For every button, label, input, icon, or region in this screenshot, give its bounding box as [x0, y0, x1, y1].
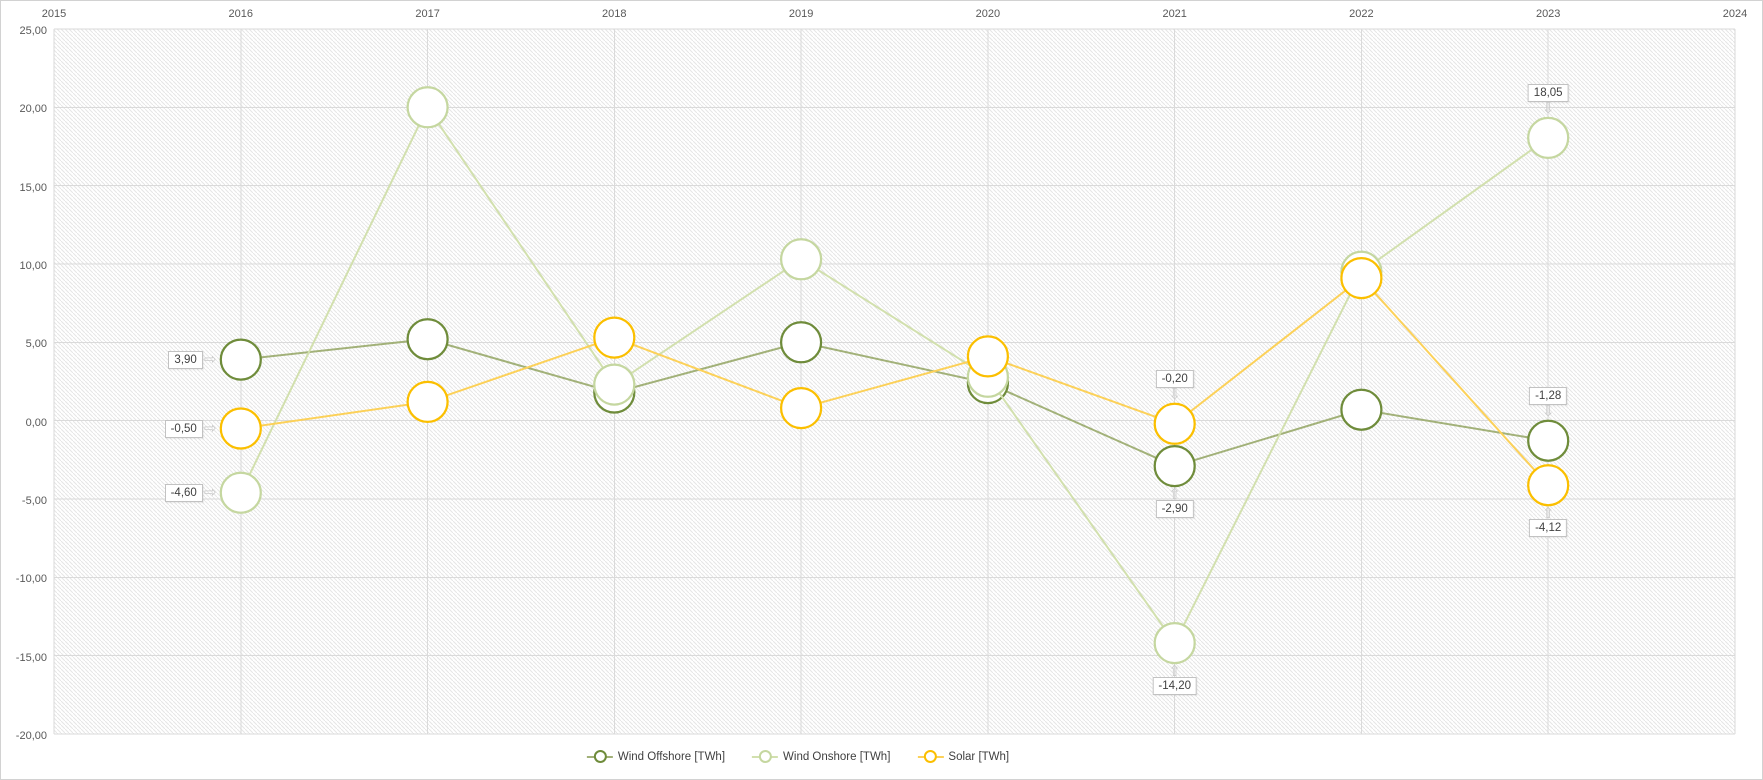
x-tick-label: 2020: [975, 8, 1001, 20]
x-tick-label: 2024: [1722, 8, 1748, 20]
marker-wind-offshore-twh-2022[interactable]: [1340, 388, 1383, 431]
marker-wind-offshore-twh-2016[interactable]: [219, 338, 262, 381]
data-label-solar-twh-2023: ⇧ -4,12: [1529, 504, 1568, 538]
legend: Wind Offshore [TWh] Wind Onshore [TWh] Sol…: [586, 750, 1009, 763]
data-label-box: -14,20: [1152, 677, 1197, 696]
marker-wind-offshore-twh-2023[interactable]: [1527, 419, 1570, 462]
legend-label: Solar [TWh]: [948, 750, 1010, 763]
callout-arrow-down-icon: ⇩: [1541, 98, 1555, 117]
legend-item-wind-onshore-twh[interactable]: Wind Onshore [TWh]: [752, 750, 890, 763]
marker-wind-onshore-twh-2018[interactable]: [593, 363, 636, 406]
data-label-box: -2,90: [1155, 500, 1194, 519]
y-tick-label: 20,00: [19, 103, 47, 116]
x-tick-label: 2018: [602, 8, 627, 20]
marker-solar-twh-2017[interactable]: [406, 380, 449, 424]
y-tick-label: -15,00: [15, 651, 47, 664]
marker-solar-twh-2022[interactable]: [1340, 256, 1383, 300]
callout-arrow-up-icon: ⇧: [1168, 662, 1181, 681]
x-tick-label: 2019: [788, 8, 814, 20]
legend-marker-icon: [917, 750, 944, 763]
y-tick-label: -10,00: [15, 573, 47, 586]
data-label-box: -4,60: [164, 483, 203, 502]
data-label-box: -4,12: [1529, 519, 1568, 538]
legend-circle: [923, 750, 937, 763]
callout-arrow-right-icon: ⇨: [204, 419, 217, 437]
legend-marker-icon: [752, 750, 779, 763]
data-label-box: 18,05: [1527, 83, 1569, 102]
y-tick-label: -5,00: [21, 495, 47, 507]
series-line-wind-offshore-twh[interactable]: [240, 338, 1549, 468]
legend-label: Wind Onshore [TWh]: [783, 750, 891, 763]
marker-solar-twh-2020[interactable]: [966, 335, 1010, 378]
data-label-wind-offshore-twh-2016: 3,90 ⇨: [168, 350, 217, 369]
marker-solar-twh-2018[interactable]: [593, 316, 636, 359]
callout-arrow-right-icon: ⇨: [204, 350, 217, 369]
y-tick-label: 5,00: [25, 338, 47, 351]
data-label-box: -0,50: [164, 419, 203, 438]
marker-wind-onshore-twh-2021[interactable]: [1153, 621, 1196, 665]
y-tick-label: 0,00: [25, 416, 47, 429]
series-line-solar-twh[interactable]: [240, 276, 1549, 486]
callout-arrow-down-icon: ⇩: [1168, 384, 1181, 403]
callout-arrow-right-icon: ⇨: [204, 483, 217, 502]
marker-solar-twh-2016[interactable]: [219, 407, 262, 450]
marker-wind-onshore-twh-2019[interactable]: [779, 238, 823, 281]
data-label-solar-twh-2016: -0,50 ⇨: [164, 419, 218, 438]
legend-label: Wind Offshore [TWh]: [617, 750, 726, 763]
legend-circle: [593, 750, 607, 763]
series-line-wind-onshore-twh[interactable]: [239, 105, 1549, 646]
callout-arrow-up-icon: ⇧: [1168, 485, 1181, 504]
marker-wind-onshore-twh-2016[interactable]: [219, 471, 262, 514]
data-label-box: -1,28: [1529, 386, 1568, 405]
callout-arrow-down-icon: ⇩: [1541, 401, 1555, 420]
x-tick-label: 2022: [1349, 8, 1374, 20]
data-label-wind-onshore-twh-2021: ⇧ -14,20: [1152, 662, 1197, 696]
x-tick-label: 2016: [228, 8, 254, 20]
marker-wind-offshore-twh-2021[interactable]: [1153, 444, 1196, 488]
data-label-wind-offshore-twh-2023: -1,28 ⇩: [1529, 386, 1568, 420]
data-label-box: 3,90: [168, 350, 203, 369]
data-label-wind-onshore-twh-2023: 18,05 ⇩: [1527, 83, 1569, 117]
marker-wind-onshore-twh-2023[interactable]: [1527, 116, 1570, 160]
marker-wind-offshore-twh-2019[interactable]: [779, 321, 823, 364]
marker-wind-offshore-twh-2017[interactable]: [406, 318, 449, 361]
callout-arrow-up-icon: ⇧: [1541, 504, 1555, 523]
data-label-wind-offshore-twh-2021: ⇧ -2,90: [1155, 485, 1194, 519]
data-label-box: -0,20: [1155, 369, 1194, 388]
marker-solar-twh-2023[interactable]: [1527, 464, 1570, 507]
legend-item-wind-offshore-twh[interactable]: Wind Offshore [TWh]: [586, 750, 726, 763]
legend-marker-icon: [586, 750, 613, 763]
data-label-solar-twh-2021: -0,20 ⇩: [1155, 369, 1194, 403]
y-tick-label: 10,00: [19, 260, 47, 272]
legend-circle: [758, 750, 772, 763]
x-tick-label: 2023: [1535, 8, 1561, 20]
x-tick-label: 2015: [41, 8, 67, 20]
x-tick-label: 2021: [1162, 8, 1187, 20]
marker-solar-twh-2019[interactable]: [779, 386, 823, 430]
marker-solar-twh-2021[interactable]: [1153, 402, 1196, 445]
y-tick-label: 25,00: [19, 25, 47, 37]
y-tick-label: -20,00: [15, 730, 47, 742]
data-label-wind-onshore-twh-2016: -4,60 ⇨: [164, 483, 218, 502]
legend-item-solar-twh[interactable]: Solar [TWh]: [917, 750, 1009, 763]
x-tick-label: 2017: [415, 8, 440, 20]
marker-wind-onshore-twh-2017[interactable]: [406, 86, 449, 129]
y-tick-label: 15,00: [19, 181, 47, 194]
